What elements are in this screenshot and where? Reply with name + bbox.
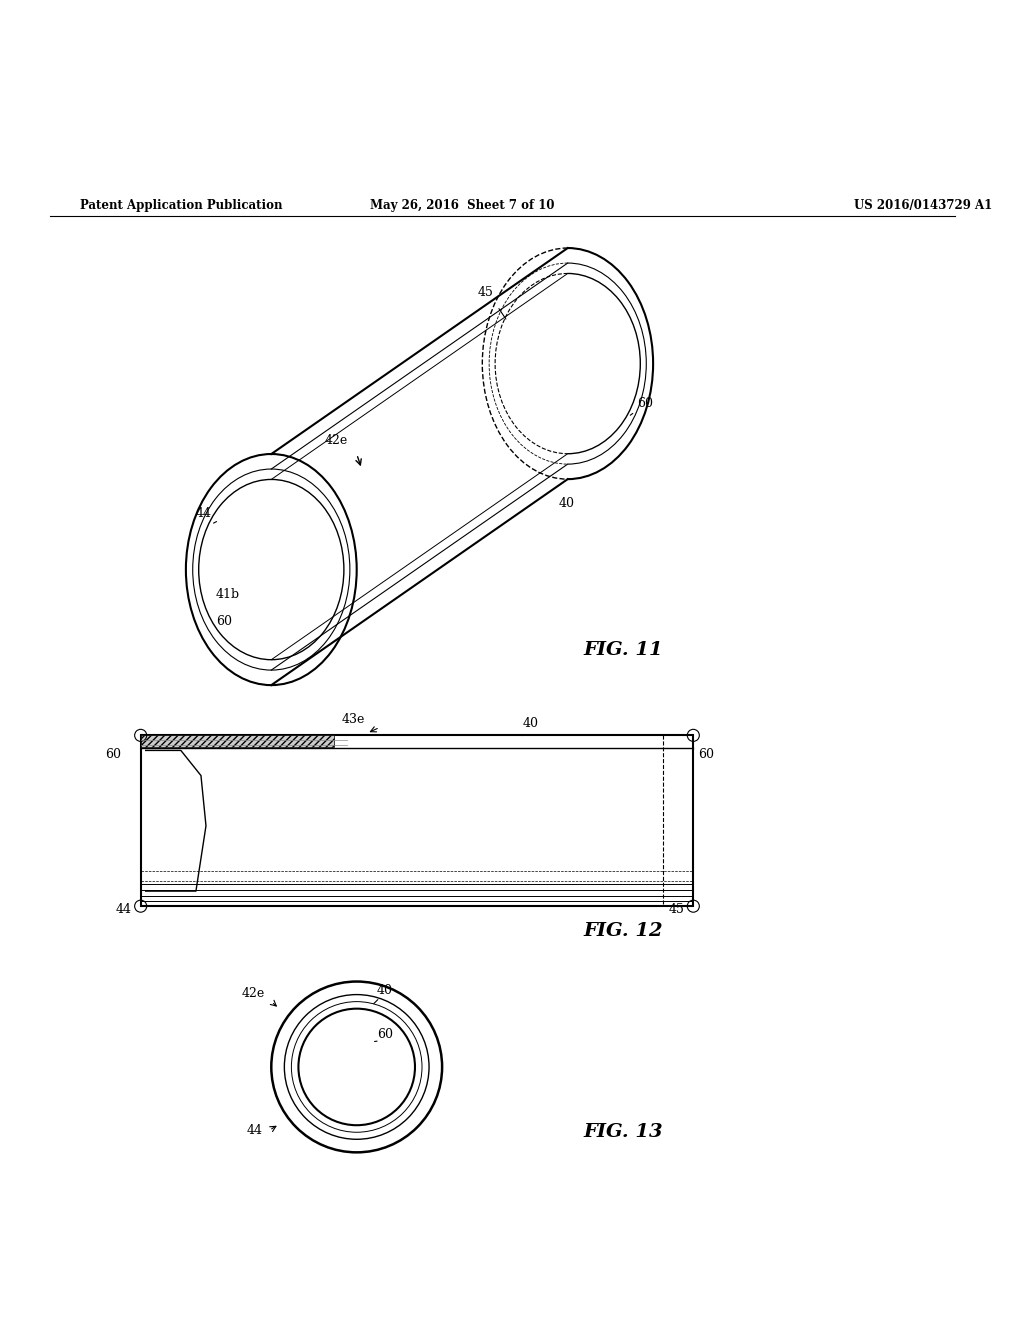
Text: 44: 44 <box>246 1125 262 1138</box>
Text: May 26, 2016  Sheet 7 of 10: May 26, 2016 Sheet 7 of 10 <box>370 199 554 213</box>
Text: Patent Application Publication: Patent Application Publication <box>80 199 283 213</box>
Text: FIG. 13: FIG. 13 <box>583 1123 663 1142</box>
Text: 60: 60 <box>105 748 122 762</box>
Text: US 2016/0143729 A1: US 2016/0143729 A1 <box>854 199 992 213</box>
Text: 60: 60 <box>216 615 232 628</box>
Text: 40: 40 <box>559 498 574 511</box>
Text: 45: 45 <box>669 903 684 916</box>
Text: 40: 40 <box>377 983 393 997</box>
Text: 42e: 42e <box>241 986 264 999</box>
Text: 60: 60 <box>377 1028 393 1040</box>
Text: 60: 60 <box>637 397 653 409</box>
Text: 44: 44 <box>116 903 131 916</box>
Bar <box>140 735 693 906</box>
Text: FIG. 11: FIG. 11 <box>583 642 663 659</box>
Text: 60: 60 <box>698 748 715 762</box>
Bar <box>140 735 334 747</box>
Text: FIG. 12: FIG. 12 <box>583 923 663 940</box>
Text: 45: 45 <box>477 286 494 300</box>
Text: 41b: 41b <box>216 587 241 601</box>
Text: 40: 40 <box>522 717 539 730</box>
Text: 42e: 42e <box>325 434 348 447</box>
Text: 44: 44 <box>196 507 212 520</box>
Text: 43e: 43e <box>342 713 365 726</box>
